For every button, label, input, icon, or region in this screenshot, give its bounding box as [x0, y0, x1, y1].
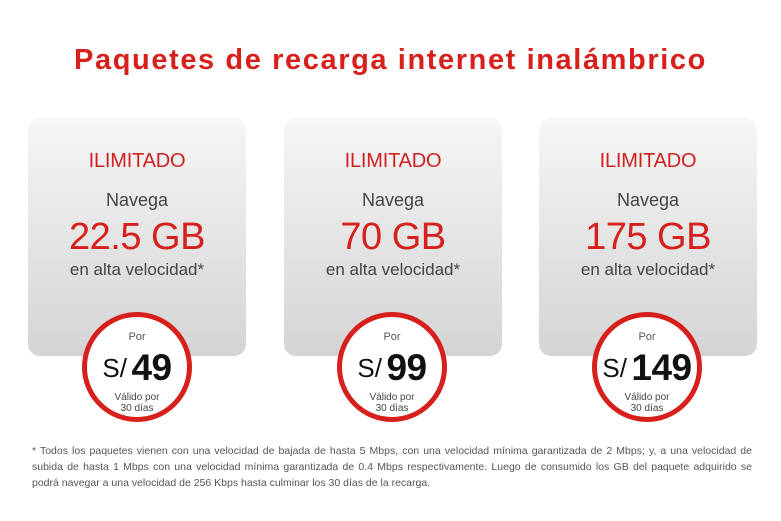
- validity-label: Válido por 30 días: [597, 392, 697, 414]
- currency-symbol: S/: [102, 353, 127, 383]
- speed-label: en alta velocidad*: [325, 260, 461, 279]
- currency-symbol: S/: [357, 353, 382, 383]
- validity-line-1: Válido por: [114, 392, 160, 403]
- price-badge-1: Por S/ 49 Válido por 30 días: [82, 312, 192, 422]
- por-label: Por: [128, 331, 146, 343]
- price-amount: S/ 99: [342, 347, 442, 389]
- validity-line-2: 30 días: [630, 403, 664, 414]
- price-value: 49: [131, 347, 172, 388]
- por-label: Por: [638, 331, 656, 343]
- data-amount: 70 GB: [340, 216, 446, 258]
- plan-label: ILIMITADO: [344, 150, 442, 172]
- data-amount: 22.5 GB: [69, 216, 205, 258]
- page-title: Paquetes de recarga internet inalámbrico: [74, 44, 707, 76]
- validity-label: Válido por 30 días: [87, 392, 187, 414]
- footnote: * Todos los paquetes vienen con una velo…: [32, 445, 752, 489]
- price-badge-2: Por S/ 99 Válido por 30 días: [337, 312, 447, 422]
- validity-line-2: 30 días: [120, 403, 154, 414]
- navega-label: Navega: [105, 190, 169, 210]
- plan-label: ILIMITADO: [88, 150, 186, 172]
- speed-label: en alta velocidad*: [580, 260, 716, 279]
- validity-line-2: 30 días: [375, 403, 409, 414]
- price-value: 149: [631, 347, 692, 388]
- speed-label: en alta velocidad*: [69, 260, 205, 279]
- validity-line-1: Válido por: [624, 392, 670, 403]
- validity-label: Válido por 30 días: [342, 392, 442, 414]
- navega-label: Navega: [616, 190, 680, 210]
- price-badge-3: Por S/ 149 Válido por 30 días: [592, 312, 702, 422]
- navega-label: Navega: [361, 190, 425, 210]
- package-card-3[interactable]: ILIMITADO Navega 175 GB en alta velocida…: [539, 118, 757, 356]
- por-label: Por: [383, 331, 401, 343]
- price-value: 99: [386, 347, 427, 388]
- data-amount: 175 GB: [585, 216, 711, 258]
- currency-symbol: S/: [602, 353, 627, 383]
- validity-line-1: Válido por: [369, 392, 415, 403]
- price-amount: S/ 49: [87, 347, 187, 389]
- price-amount: S/ 149: [597, 347, 697, 389]
- plan-label: ILIMITADO: [599, 150, 697, 172]
